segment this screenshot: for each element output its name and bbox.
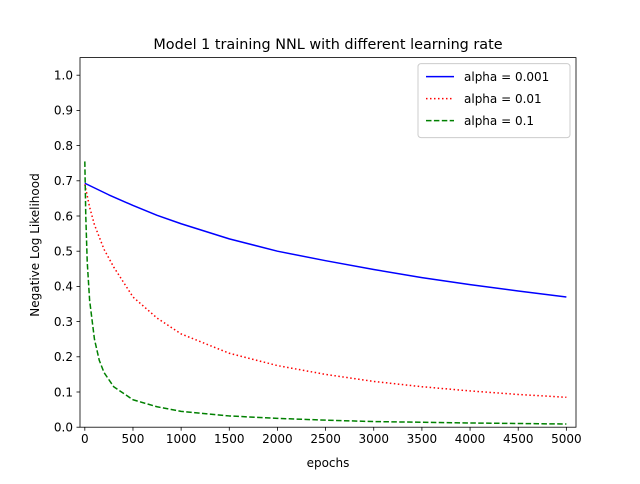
x-tick-label: 3000 (358, 432, 389, 446)
axes: 0 500 1000 1500 2000 2500 3000 3500 4000 4500 5000… (54, 57, 582, 446)
chart-title: Model 1 training NNL with different lear… (153, 37, 502, 53)
series-line-1 (84, 182, 567, 298)
legend-label-2: alpha = 0.01 (464, 92, 542, 106)
x-tick-label: 2000 (262, 432, 293, 446)
y-tick-label: 0.9 (54, 104, 73, 118)
x-tick-label: 4500 (503, 432, 534, 446)
y-tick-label: 0.4 (54, 280, 73, 294)
axes-frame (79, 57, 577, 428)
x-tick-label: 5000 (551, 432, 582, 446)
y-tick-label: 0.2 (54, 350, 73, 364)
x-tick-label: 1500 (214, 432, 245, 446)
y-tick-label: 0.1 (54, 385, 73, 399)
y-tick-label: 0.5 (54, 245, 73, 259)
y-tick-label: 0.6 (54, 209, 73, 223)
legend: alpha = 0.001 alpha = 0.01 alpha = 0.1 (417, 63, 571, 139)
y-tick-label: 0.7 (54, 174, 73, 188)
y-tick-label: 0.3 (54, 315, 73, 329)
y-axis-label: Negative Log Likelihood (28, 173, 42, 316)
x-tick-label: 500 (122, 432, 145, 446)
x-tick-label: 4000 (455, 432, 486, 446)
series-line-2 (84, 184, 567, 399)
x-tick-label: 2500 (310, 432, 341, 446)
y-tick-label: 1.0 (54, 69, 73, 83)
legend-label-3: alpha = 0.1 (464, 114, 534, 128)
x-tick-label: 1000 (166, 432, 197, 446)
legend-box (417, 63, 571, 139)
plot-area (84, 161, 567, 425)
x-tick-label: 3500 (407, 432, 438, 446)
legend-label-1: alpha = 0.001 (464, 70, 549, 84)
y-tick-label: 0.8 (54, 139, 73, 153)
y-tick-label: 0.0 (54, 421, 73, 435)
x-tick-label: 0 (81, 432, 89, 446)
series-line-3 (84, 161, 567, 425)
x-axis-label: epochs (307, 456, 350, 470)
